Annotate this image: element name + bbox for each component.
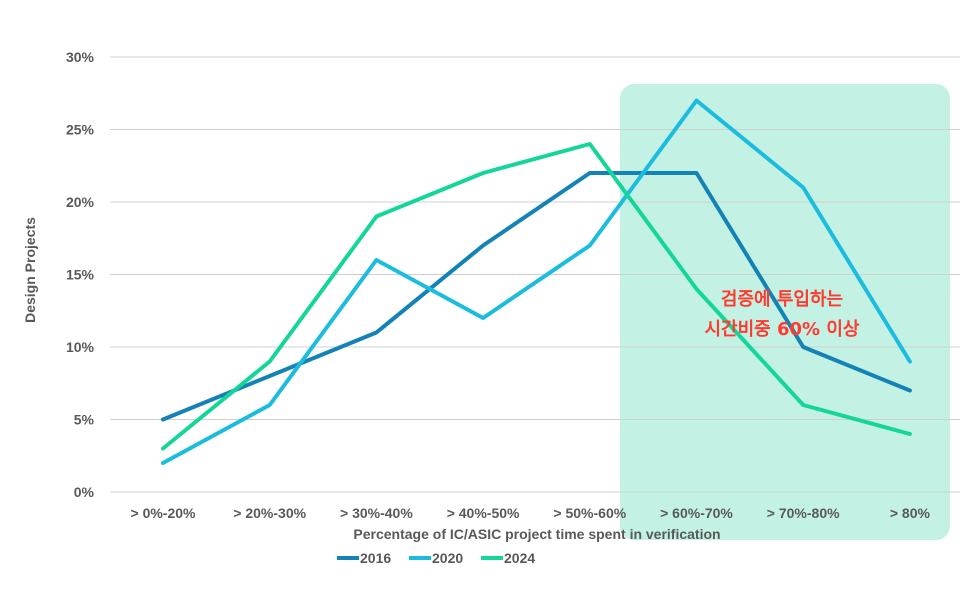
annotation-line-1: 검증에 투입하는 (721, 288, 843, 310)
x-axis-title: Percentage of IC/ASIC project time spent… (353, 526, 720, 542)
x-axis-ticks: > 0%-20% > 20%-30% > 30%-40% > 40%-50% > 50%… (131, 505, 931, 521)
legend-label-2024: 2024 (504, 550, 535, 566)
series-line-2020 (161, 98, 912, 465)
x-tick-label: > 0%-20% (131, 505, 197, 521)
y-tick-label: 5% (74, 412, 95, 428)
annotation-line-2: 시간비중 60% 이상 (705, 319, 860, 340)
legend-label-2020: 2020 (432, 550, 463, 566)
y-tick-label: 10% (66, 339, 95, 355)
highlight-region (620, 84, 950, 540)
series-line-2016 (161, 171, 912, 422)
y-tick-label: 25% (66, 122, 95, 138)
series-lines (161, 98, 912, 465)
x-tick-label: > 70%-80% (767, 505, 840, 521)
x-tick-label: > 40%-50% (447, 505, 520, 521)
x-tick-label: > 60%-70% (660, 505, 733, 521)
y-axis-ticks: 0% 5% 10% 15% 20% 25% 30% (66, 49, 95, 500)
series-line-2024 (161, 142, 912, 451)
x-tick-label: > 50%-60% (553, 505, 626, 521)
y-tick-label: 0% (74, 484, 95, 500)
y-axis-title: Design Projects (22, 217, 38, 323)
x-tick-label: > 80% (890, 505, 931, 521)
y-tick-label: 30% (66, 49, 95, 65)
x-tick-label: > 30%-40% (340, 505, 413, 521)
legend-label-2016: 2016 (360, 550, 391, 566)
y-tick-label: 20% (66, 194, 95, 210)
y-tick-label: 15% (66, 267, 95, 283)
x-tick-label: > 20%-30% (233, 505, 306, 521)
gridlines (110, 56, 960, 493)
legend: 2016 2020 2024 (337, 550, 535, 566)
